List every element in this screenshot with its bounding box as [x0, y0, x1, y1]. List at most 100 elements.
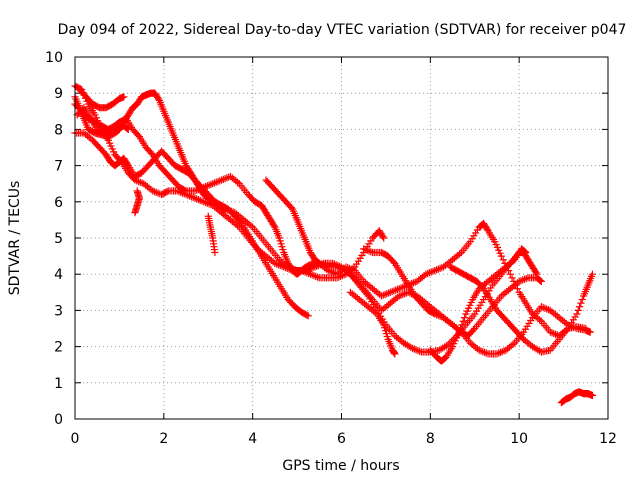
data-point [456, 324, 465, 333]
data-point [497, 252, 505, 260]
data-point [504, 266, 513, 275]
data-point [466, 301, 474, 309]
x-tick-label: 8 [426, 431, 435, 447]
data-point [123, 125, 132, 133]
series-trace-d [71, 129, 312, 320]
data-point [508, 274, 516, 282]
data-point [588, 270, 597, 278]
data-point [537, 277, 545, 286]
data-point [574, 306, 582, 314]
data-point [454, 331, 462, 339]
data-point [450, 340, 458, 348]
data-point [499, 256, 507, 264]
x-tick-label: 6 [337, 431, 346, 447]
data-point [493, 243, 502, 252]
series-trace-m [204, 212, 219, 257]
data-point [91, 111, 99, 119]
data-point [133, 187, 141, 195]
y-tick-label: 6 [54, 195, 63, 211]
data-point [277, 240, 285, 248]
data-point [462, 310, 470, 318]
points-layer [71, 82, 597, 407]
data-point [276, 237, 284, 245]
data-point [107, 142, 115, 150]
data-point [380, 321, 388, 329]
data-point [496, 249, 504, 257]
data-point [278, 243, 286, 251]
data-point [467, 298, 475, 307]
data-point [464, 304, 473, 312]
data-point [536, 277, 545, 285]
series-trace-i [446, 263, 590, 356]
series-trace-h [426, 245, 530, 365]
data-point [307, 260, 315, 268]
data-point [279, 245, 287, 254]
data-point [491, 238, 499, 246]
data-point [586, 328, 594, 336]
data-point [513, 285, 521, 293]
y-tick-label: 0 [54, 412, 63, 428]
data-point [181, 186, 189, 194]
data-point [391, 350, 399, 358]
series-trace-f [360, 245, 545, 340]
y-tick-label: 8 [54, 122, 63, 138]
data-point [458, 321, 466, 329]
y-tick-label: 2 [54, 340, 63, 356]
series-trace-n [557, 388, 597, 407]
x-tick-label: 0 [71, 431, 80, 447]
data-point [463, 307, 471, 315]
x-tick-label: 10 [510, 431, 528, 447]
data-point [575, 303, 584, 311]
data-point [106, 139, 114, 147]
y-tick-label: 1 [54, 376, 63, 392]
chart-title: Day 094 of 2022, Sidereal Day-to-day VTE… [58, 22, 627, 38]
y-tick-label: 4 [54, 267, 63, 283]
data-point [463, 331, 471, 339]
data-point [108, 145, 116, 153]
data-point [451, 337, 459, 345]
y-tick-label: 10 [45, 50, 63, 66]
data-point [94, 103, 102, 111]
series-trace-g [346, 288, 399, 358]
data-point [582, 324, 590, 333]
series-trace-j [73, 104, 132, 137]
data-point [460, 314, 469, 322]
y-axis-label: SDTVAR / TECUs [7, 181, 23, 296]
data-point [522, 248, 530, 257]
data-point [588, 391, 597, 400]
data-point [383, 332, 391, 341]
data-point [577, 299, 585, 307]
x-axis-label: GPS time / hours [282, 458, 399, 474]
data-point [90, 128, 98, 136]
data-point [448, 343, 457, 351]
data-point [495, 246, 503, 254]
data-point [455, 328, 463, 336]
y-tick-label: 3 [54, 303, 63, 319]
data-point [303, 311, 311, 319]
data-point [380, 234, 388, 242]
data-point [578, 295, 586, 304]
data-point [124, 125, 132, 133]
data-point [452, 334, 461, 342]
series-trace-l [131, 187, 144, 217]
data-point [492, 240, 500, 249]
data-point [506, 270, 514, 278]
x-tick-label: 2 [159, 431, 168, 447]
data-point [110, 148, 118, 156]
data-point [112, 122, 120, 131]
x-tick-label: 12 [599, 431, 617, 447]
data-point [381, 327, 390, 335]
plot-frame [74, 56, 609, 420]
data-point [521, 248, 529, 256]
data-point [163, 188, 171, 196]
series-trace-e [262, 176, 597, 340]
series-trace-k [75, 85, 128, 112]
data-point [120, 93, 128, 101]
data-point [573, 310, 581, 318]
data-point [275, 234, 283, 242]
y-tick-label: 7 [54, 159, 63, 175]
